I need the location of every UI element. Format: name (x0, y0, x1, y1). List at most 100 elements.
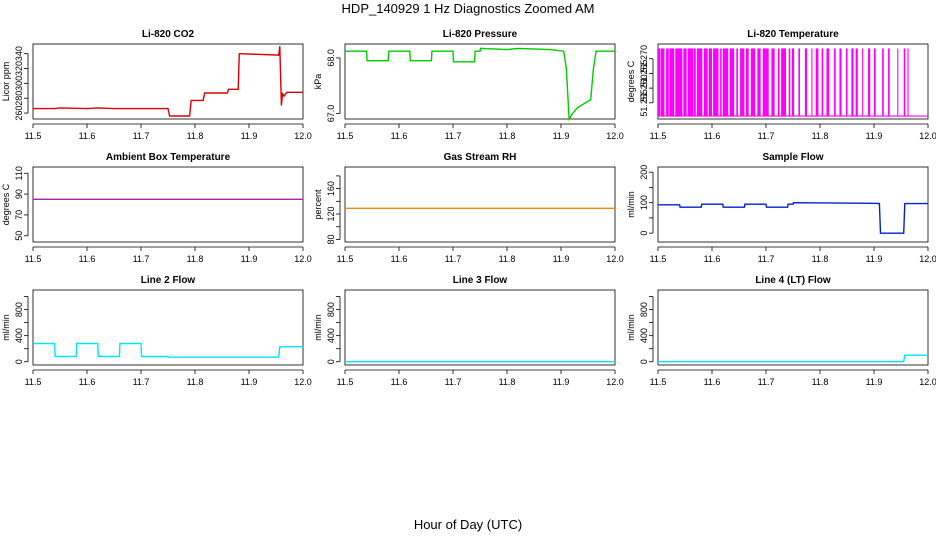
x-tick-label: 11.6 (704, 377, 721, 387)
x-tick-label: 12.0 (294, 254, 312, 264)
x-tick-label: 12.0 (919, 377, 936, 387)
panel-li-820-pressure: Li-820 Pressure 11.5 11.6 11.7 11.8 11.9 12.0 6… (313, 29, 624, 141)
temperature-spike-band (855, 48, 858, 117)
series-line-co2 (33, 46, 303, 117)
temperature-spike-band (660, 48, 665, 117)
panel-line-3-flow: Line 3 Flow 11.5 11.6 11.7 11.8 11.9 12.0 0 400 8… (313, 275, 624, 387)
x-tick-label: 11.6 (391, 254, 408, 264)
x-tick-label: 11.6 (79, 254, 96, 264)
temperature-spike-band (811, 48, 813, 117)
x-tick-label: 11.9 (241, 131, 258, 141)
panel-sample-flow: Sample Flow 11.5 11.6 11.7 11.8 11.9 12.0 0 100 2… (626, 152, 936, 264)
x-tick-label: 11.6 (704, 254, 721, 264)
panel-title: Line 2 Flow (141, 275, 196, 286)
series-line-flow (658, 201, 928, 234)
y-tick-label: 800 (14, 302, 24, 317)
y-tick-label: 90 (14, 189, 24, 199)
x-tick-label: 11.7 (133, 254, 150, 264)
temperature-spike-band (862, 48, 864, 117)
temperature-spike-band (740, 48, 745, 117)
temperature-spike-band (771, 48, 775, 117)
y-axis-label: percent (313, 189, 323, 220)
panel-line-4-lt-flow: Line 4 (LT) Flow 11.5 11.6 11.7 11.8 11.9 12.0… (626, 275, 936, 387)
temperature-spike-band (713, 48, 719, 117)
temperature-spike-band (888, 48, 890, 117)
plot-frame (657, 289, 929, 366)
x-tick-label: 11.6 (79, 377, 96, 387)
y-tick-label: 800 (326, 302, 336, 317)
y-tick-label: 160 (326, 181, 336, 196)
plot-frame (32, 43, 304, 120)
panel-title: Li-820 Temperature (747, 29, 839, 40)
temperature-spike-band (777, 48, 780, 117)
x-tick-label: 12.0 (919, 254, 936, 264)
y-tick-label: 400 (326, 328, 336, 343)
plot-frame (32, 289, 304, 366)
x-tick-label: 11.5 (337, 377, 354, 387)
y-tick-label: 50 (14, 231, 24, 241)
y-tick-label: 280 (14, 91, 24, 106)
x-tick-label: 11.9 (866, 377, 883, 387)
temperature-spike-band (839, 48, 842, 117)
temperature-spike-band (669, 48, 675, 117)
y-tick-label: 80 (326, 234, 336, 244)
x-tick-label: 11.9 (553, 131, 570, 141)
x-tick-label: 11.5 (650, 131, 667, 141)
y-tick-label: 0 (14, 359, 24, 364)
temperature-spike-band (708, 48, 712, 117)
x-tick-label: 11.8 (812, 377, 829, 387)
x-axis-title: Hour of Day (UTC) (413, 517, 523, 532)
y-axis-label: ml/min (626, 191, 636, 218)
y-tick-label: 340 (14, 46, 24, 61)
x-tick-label: 12.0 (294, 131, 312, 141)
x-tick-label: 11.5 (337, 131, 354, 141)
panel-title: Line 4 (LT) Flow (755, 275, 831, 286)
y-tick-label: 300 (14, 76, 24, 91)
x-tick-label: 11.5 (337, 254, 354, 264)
x-tick-label: 11.7 (758, 254, 775, 264)
y-tick-label: 800 (639, 302, 649, 317)
x-tick-label: 11.8 (812, 254, 829, 264)
temperature-spike-band (722, 48, 729, 117)
series-line-pressure (345, 47, 615, 122)
y-tick-label: 400 (14, 328, 24, 343)
temperature-spike-band (791, 48, 795, 117)
temperature-spike-band (798, 48, 801, 117)
temperature-spike-band (666, 48, 669, 117)
temperature-spike-band (675, 48, 683, 117)
y-tick-label: 100 (639, 195, 649, 210)
y-tick-label: 51.265 (639, 60, 649, 88)
panel-li-820-co2: Li-820 CO2 11.5 11.6 11.7 11.8 11.9 12.0 260280… (1, 29, 312, 141)
y-tick-label: 70 (14, 210, 24, 220)
x-tick-label: 12.0 (606, 254, 624, 264)
x-tick-label: 11.5 (25, 131, 42, 141)
x-tick-label: 11.6 (391, 377, 408, 387)
y-tick-label: 67.0 (326, 105, 336, 123)
temperature-spike-band (851, 48, 854, 117)
temperature-spike-band (804, 48, 808, 117)
temperature-spike-band (897, 48, 899, 117)
temperature-spike-band (696, 48, 703, 117)
temperature-spike-band (683, 48, 687, 117)
x-tick-label: 11.7 (445, 254, 462, 264)
x-tick-label: 12.0 (919, 131, 936, 141)
y-axis-label: ml/min (1, 314, 11, 341)
x-tick-label: 11.8 (499, 254, 516, 264)
temperature-spike-band (703, 48, 708, 117)
y-tick-label: 120 (326, 207, 336, 222)
y-axis-label: Licor ppm (1, 62, 11, 102)
panel-title: Gas Stream RH (444, 152, 517, 163)
x-tick-label: 11.7 (133, 131, 150, 141)
y-tick-label: 110 (14, 166, 24, 180)
temperature-spike-band (693, 48, 696, 117)
y-tick-label: 51.260 (639, 74, 649, 102)
panel-title: Li-820 CO2 (142, 29, 195, 40)
x-tick-label: 11.6 (391, 131, 408, 141)
x-tick-label: 11.7 (445, 377, 462, 387)
x-tick-label: 11.5 (25, 254, 42, 264)
x-tick-label: 11.9 (553, 254, 570, 264)
x-tick-label: 11.8 (499, 131, 516, 141)
temperature-spike-band (762, 48, 769, 117)
temperature-spike-band (687, 48, 694, 117)
series-line-line2 (33, 342, 303, 358)
